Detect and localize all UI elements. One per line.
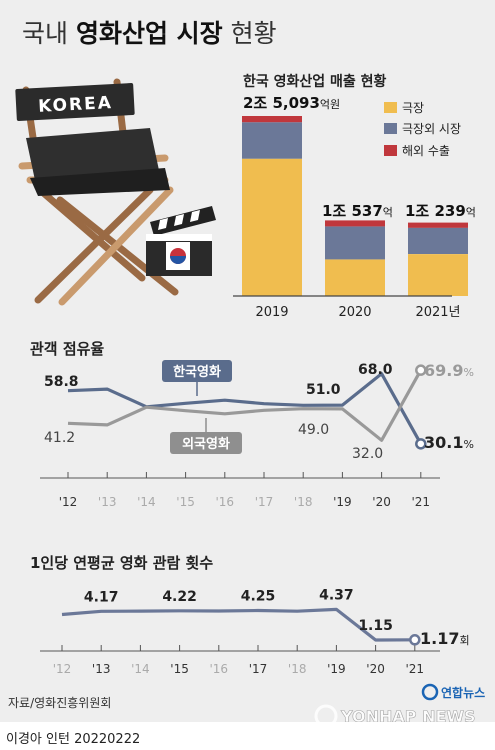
share-point-domestic-last xyxy=(415,438,427,450)
visits-tick-label-8: '20 xyxy=(366,662,385,676)
visits-tick-label-3: '15 xyxy=(170,662,189,676)
share-label-d21: 30.1% xyxy=(424,433,474,452)
director-chair-illustration: KOREA xyxy=(15,78,179,306)
bar-theater-2 xyxy=(408,254,468,296)
legend-label-non-theater: 극장외 시장 xyxy=(402,122,461,136)
infographic-canvas: 국내 영화산업 시장 현황 KOREA xyxy=(8,19,485,728)
revenue-label-2020: 1조 537억 xyxy=(322,202,393,220)
revenue-label-2021: 1조 239억 xyxy=(405,202,476,220)
share-label-f12: 41.2 xyxy=(44,430,75,446)
revenue-label-2019: 2조 5,093억원 xyxy=(243,94,340,112)
share-title: 관객 점유율 xyxy=(30,340,104,358)
visits-tick-label-0: '12 xyxy=(53,662,72,676)
watermark-text: YONHAP NEWS xyxy=(340,707,476,722)
chair-label: KOREA xyxy=(38,93,114,117)
visits-title: 1인당 연평균 영화 관람 횟수 xyxy=(30,554,213,572)
share-point-foreign-last xyxy=(415,364,427,376)
share-label-d12: 58.8 xyxy=(44,374,79,390)
visits-tick-label-2: '14 xyxy=(131,662,150,676)
visits-label-last-unit: 회 xyxy=(459,634,469,647)
yonhap-logo: 연합뉴스 xyxy=(421,683,485,701)
legend-label-export: 해외 수출 xyxy=(402,144,450,158)
bar-theater-1 xyxy=(325,259,385,296)
bar-non-theater-0 xyxy=(242,122,302,159)
watermark: YONHAP NEWS xyxy=(314,704,476,728)
bar-non-theater-2 xyxy=(408,227,468,254)
visits-label-3: 4.37 xyxy=(319,587,354,603)
revenue-bars xyxy=(242,116,468,296)
share-tick-label-2: '14 xyxy=(137,495,156,509)
share-label-f21: 69.9% xyxy=(424,361,474,380)
revenue-x-label-2: 2021년 xyxy=(415,305,460,320)
legend-swatch-non-theater xyxy=(384,123,397,134)
revenue-x-labels: 2019 2020 2021년 xyxy=(255,305,460,320)
share-label-d20: 68.0 xyxy=(358,362,393,378)
bar-export-1 xyxy=(325,220,385,227)
visits-tick-label-4: '16 xyxy=(210,662,229,676)
visits-label-2: 4.25 xyxy=(241,589,276,605)
share-tick-label-7: '19 xyxy=(333,495,352,509)
share-tick-label-4: '16 xyxy=(216,495,235,509)
domestic-series-label: 한국영화 xyxy=(173,364,221,380)
bar-export-2 xyxy=(408,222,468,228)
visits-chart: '12 '13 '14 '15 '16 '17 '18 '19 '20 '21 4.17 4.22 4.… xyxy=(40,587,470,676)
revenue-x-label-1: 2020 xyxy=(338,305,371,320)
bar-theater-0 xyxy=(242,158,302,296)
source-text: 자료/영화진흥위원회 xyxy=(8,696,111,710)
share-line-foreign xyxy=(67,369,423,442)
clapperboard-illustration xyxy=(146,206,216,276)
visits-label-4: 1.15 xyxy=(358,618,393,634)
visits-tick-label-5: '17 xyxy=(249,662,268,676)
share-tick-label-9: '21 xyxy=(412,495,431,509)
visits-label-last: 1.17회 xyxy=(420,629,470,648)
share-line-domestic xyxy=(67,372,423,445)
domestic-label-box xyxy=(162,360,232,382)
share-tick-label-8: '20 xyxy=(372,495,391,509)
visits-label-1: 4.22 xyxy=(162,589,197,605)
footer-bar: 이경아 인턴 20220222 xyxy=(0,722,495,750)
share-tick-label-3: '15 xyxy=(176,495,195,509)
bar-export-0 xyxy=(242,116,302,123)
share-tick-label-1: '13 xyxy=(98,495,117,509)
share-tick-label-5: '17 xyxy=(255,495,274,509)
share-tick-label-0: '12 xyxy=(59,495,78,509)
legend-label-theater: 극장 xyxy=(402,101,424,115)
visits-tick-label-9: '21 xyxy=(406,662,425,676)
share-label-d19: 51.0 xyxy=(306,382,341,398)
share-tick-label-6: '18 xyxy=(294,495,313,509)
main-title: 국내 영화산업 시장 현황 xyxy=(22,19,277,48)
bar-non-theater-1 xyxy=(325,226,385,260)
foreign-label-box xyxy=(170,432,242,454)
revenue-title: 한국 영화산업 매출 현황 xyxy=(243,73,387,90)
foreign-series-label: 외국영화 xyxy=(182,436,230,452)
visits-line xyxy=(61,607,415,642)
visits-tick-label-1: '13 xyxy=(92,662,111,676)
legend-swatch-export xyxy=(384,145,397,156)
footer-credit: 이경아 인턴 20220222 xyxy=(6,732,141,747)
visits-label-0: 4.17 xyxy=(84,589,119,605)
logo-text: 연합뉴스 xyxy=(441,685,485,700)
share-label-f21-unit: % xyxy=(463,366,473,379)
share-label-f19: 49.0 xyxy=(298,422,329,438)
share-label-f20: 32.0 xyxy=(352,446,383,462)
share-label-d21-unit: % xyxy=(463,438,473,451)
visits-tick-label-6: '18 xyxy=(288,662,307,676)
visits-point-last xyxy=(409,634,421,646)
visits-tick-label-7: '19 xyxy=(327,662,346,676)
legend-swatch-theater xyxy=(384,102,397,113)
revenue-x-label-0: 2019 xyxy=(255,305,288,320)
